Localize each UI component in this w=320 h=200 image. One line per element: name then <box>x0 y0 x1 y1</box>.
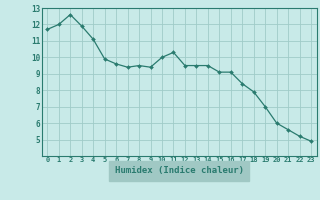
X-axis label: Humidex (Indice chaleur): Humidex (Indice chaleur) <box>115 166 244 175</box>
